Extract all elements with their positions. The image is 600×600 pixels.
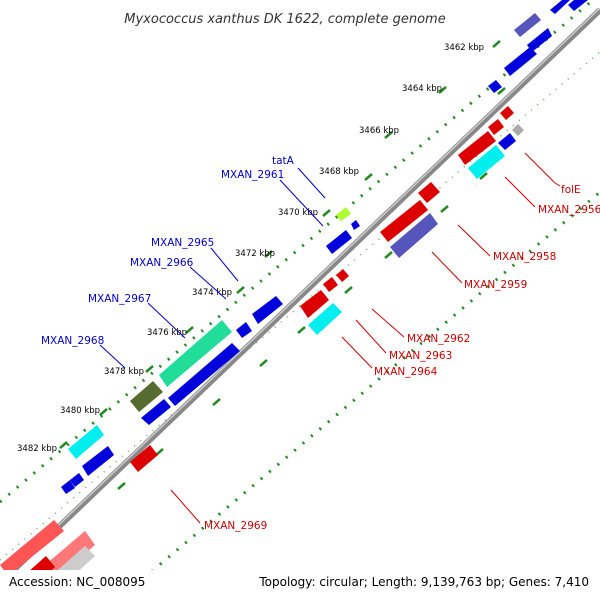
- cds-forward[interactable]: [488, 80, 502, 93]
- cds-forward[interactable]: [61, 480, 75, 494]
- gene-label-mxan-2969[interactable]: MXAN_2969: [204, 520, 267, 532]
- gene-label-mxan-2962[interactable]: MXAN_2962: [407, 333, 470, 345]
- tick-label: 3476 kbp: [147, 328, 187, 338]
- forward-gene-labels: tatA MXAN_2961 MXAN_2965 MXAN_2966 MXAN_…: [41, 155, 295, 347]
- genome-backbone: [0, 7, 600, 586]
- cds-forward[interactable]: [326, 230, 352, 254]
- reverse-gene-labels: folE MXAN_2956 MXAN_2958 MXAN_2959 MXAN_…: [204, 184, 600, 532]
- tick-label: 3482 kbp: [17, 444, 57, 454]
- cds-forward[interactable]: [236, 322, 252, 338]
- cds-reverse[interactable]: [512, 124, 524, 136]
- cds-reverse[interactable]: [468, 145, 505, 179]
- cds-forward[interactable]: [527, 28, 552, 52]
- cds-forward[interactable]: [159, 320, 232, 387]
- cds-reverse[interactable]: [323, 277, 338, 292]
- tick-label: 3470 kbp: [278, 208, 318, 218]
- gene-label-mxan-2963[interactable]: MXAN_2963: [389, 350, 452, 362]
- tick-label: 3468 kbp: [319, 167, 359, 177]
- tick-label: 3478 kbp: [104, 367, 144, 377]
- genome-backbone-highlight: [0, 7, 600, 582]
- cds-forward[interactable]: [336, 207, 351, 221]
- gene-label-mxan-2956[interactable]: MXAN_2956: [538, 204, 600, 216]
- gene-label-mxan-2966[interactable]: MXAN_2966: [130, 257, 194, 269]
- cds-forward[interactable]: [514, 13, 541, 37]
- reverse-leader-lines: [170, 152, 561, 524]
- cds-forward[interactable]: [68, 425, 104, 459]
- forward-leader-lines: [99, 167, 326, 369]
- cds-reverse[interactable]: [45, 531, 95, 578]
- cds-reverse[interactable]: [336, 269, 349, 282]
- cds-forward[interactable]: [82, 446, 114, 476]
- cds-reverse[interactable]: [130, 445, 158, 472]
- footer-background: [0, 570, 600, 600]
- cds-reverse[interactable]: [498, 133, 516, 150]
- cds-forward[interactable]: [141, 399, 171, 425]
- tick-label: 3480 kbp: [60, 406, 100, 416]
- cds-reverse[interactable]: [380, 200, 428, 242]
- tick-label: 3472 kbp: [235, 249, 275, 259]
- cds-reverse[interactable]: [300, 290, 329, 318]
- tick-label: 3466 kbp: [359, 126, 399, 136]
- tick-label: 3464 kbp: [402, 84, 442, 94]
- accession-text: Accession: NC_008095: [9, 575, 145, 589]
- gene-label-mxan-2967[interactable]: MXAN_2967: [88, 293, 151, 305]
- gene-label-mxan-2958[interactable]: MXAN_2958: [493, 251, 556, 263]
- tick-label: 3474 kbp: [192, 288, 232, 298]
- cds-reverse[interactable]: [458, 131, 496, 165]
- tick-label: 3462 kbp: [444, 43, 484, 53]
- cds-forward[interactable]: [252, 296, 283, 324]
- cds-forward[interactable]: [168, 343, 240, 406]
- gene-label-mxan-2961[interactable]: MXAN_2961: [221, 169, 284, 181]
- gene-label-mxan-2964[interactable]: MXAN_2964: [374, 366, 438, 378]
- cds-forward[interactable]: [70, 473, 84, 487]
- genome-summary-text: Topology: circular; Length: 9,139,763 bp…: [258, 575, 589, 589]
- forward-strand-genes: [0, 0, 588, 576]
- cds-reverse[interactable]: [390, 213, 438, 258]
- gene-label-tatA[interactable]: tatA: [272, 155, 295, 167]
- tick-marks: [59, 40, 506, 490]
- map-title: Myxococcus xanthus DK 1622, complete gen…: [124, 12, 445, 27]
- cds-reverse[interactable]: [500, 106, 514, 120]
- gene-label-mxan-2959[interactable]: MXAN_2959: [464, 279, 527, 291]
- cds-reverse[interactable]: [488, 119, 504, 135]
- kbp-tick-labels: 3462 kbp 3464 kbp 3466 kbp 3468 kbp 3470…: [17, 43, 484, 454]
- cds-forward[interactable]: [130, 381, 163, 412]
- gene-label-mxan-2965[interactable]: MXAN_2965: [151, 237, 214, 249]
- cds-forward[interactable]: [351, 220, 360, 230]
- gene-label-folE[interactable]: folE: [561, 184, 581, 196]
- cds-forward[interactable]: [0, 520, 64, 576]
- cds-reverse[interactable]: [418, 182, 440, 203]
- cds-forward[interactable]: [568, 0, 588, 11]
- cds-forward[interactable]: [504, 47, 537, 76]
- cds-forward[interactable]: [550, 0, 570, 14]
- gene-label-mxan-2968[interactable]: MXAN_2968: [41, 335, 104, 347]
- cds-reverse[interactable]: [308, 303, 342, 335]
